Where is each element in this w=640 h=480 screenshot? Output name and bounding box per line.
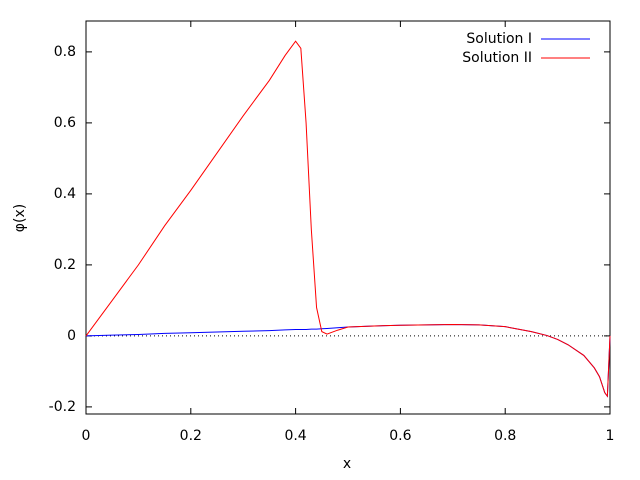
x-tick-label: 0.8 — [494, 428, 516, 444]
series-line — [85, 324, 611, 398]
series-line — [85, 40, 611, 398]
y-tick-label: -0.2 — [49, 399, 76, 415]
x-tick-label: 1 — [606, 428, 615, 444]
y-tick-label: 0.8 — [54, 44, 76, 60]
plot-frame — [85, 20, 611, 415]
y-tick-label: 0.4 — [54, 186, 76, 202]
y-axis-label: φ(x) — [12, 204, 28, 232]
legend-label: Solution I — [466, 31, 532, 47]
y-tick-label: 0.6 — [54, 115, 76, 131]
y-tick-label: 0.2 — [54, 257, 76, 273]
x-tick-label: 0.4 — [284, 428, 306, 444]
legend-label: Solution II — [462, 50, 532, 66]
x-tick-label: 0.2 — [180, 428, 202, 444]
x-tick-label: 0 — [82, 428, 91, 444]
x-tick-label: 0.6 — [389, 428, 411, 444]
y-tick-label: 0 — [67, 328, 76, 344]
x-axis-label: x — [343, 456, 351, 472]
